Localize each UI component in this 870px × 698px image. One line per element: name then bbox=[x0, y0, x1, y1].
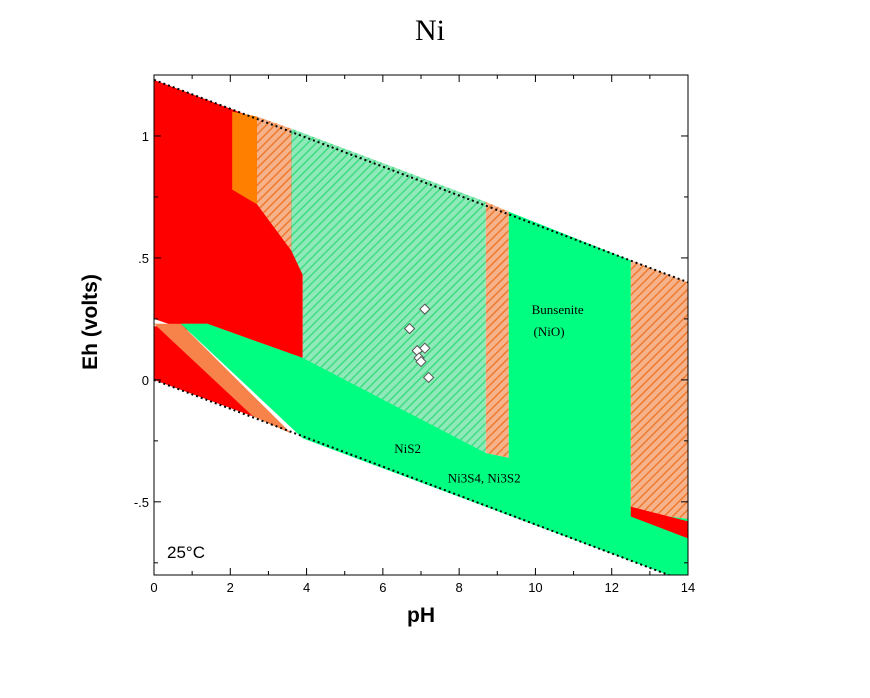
chart-title: Ni bbox=[415, 14, 445, 47]
x-tick-label: 2 bbox=[227, 580, 234, 595]
water-stability-lines bbox=[154, 78, 688, 575]
y-axis-label: Eh (volts) bbox=[79, 274, 102, 370]
stability-regions bbox=[154, 79, 688, 575]
region-red-right bbox=[630, 506, 688, 539]
data-point bbox=[419, 303, 431, 315]
temperature-label: 25°C bbox=[167, 543, 205, 562]
y-tick-label: -.5 bbox=[134, 495, 149, 510]
x-axis-ticks: 0 2 4 6 8 10 12 14 bbox=[150, 75, 695, 595]
region-labels: Bunsenite (NiO) NiS2 Ni3S4, Ni3S2 bbox=[394, 302, 584, 485]
region-orange bbox=[232, 111, 257, 205]
sample-points bbox=[403, 303, 435, 384]
x-tick-label: 14 bbox=[681, 580, 695, 595]
region-green bbox=[180, 211, 688, 575]
data-point bbox=[415, 355, 427, 368]
y-tick-label: 1 bbox=[142, 129, 149, 144]
data-point bbox=[403, 322, 416, 335]
region-label: (NiO) bbox=[534, 324, 565, 339]
x-tick-label: 10 bbox=[528, 580, 542, 595]
region-orange-hatched-2 bbox=[485, 201, 509, 458]
x-tick-label: 4 bbox=[303, 580, 310, 595]
region-green-hatched bbox=[291, 128, 486, 454]
region-red-lower bbox=[154, 326, 254, 417]
x-tick-label: 0 bbox=[150, 580, 157, 595]
region-orange-hatched-3 bbox=[630, 260, 688, 519]
y-axis-ticks: 1 .5 0 -.5 bbox=[134, 129, 688, 564]
x-tick-label: 6 bbox=[379, 580, 386, 595]
data-point bbox=[422, 371, 435, 384]
x-tick-label: 8 bbox=[456, 580, 463, 595]
region-label: Bunsenite bbox=[532, 302, 584, 317]
y-tick-label: .5 bbox=[138, 251, 149, 266]
region-salmon-wedge bbox=[154, 323, 292, 434]
water-upper-line bbox=[154, 78, 688, 284]
region-label: NiS2 bbox=[394, 441, 421, 456]
region-orange-hatched-1 bbox=[256, 116, 292, 251]
region-label: Ni3S4, Ni3S2 bbox=[448, 470, 521, 485]
x-tick-label: 12 bbox=[604, 580, 618, 595]
water-lower-line bbox=[154, 378, 672, 575]
x-axis-label: pH bbox=[407, 604, 435, 627]
y-tick-label: 0 bbox=[142, 373, 149, 388]
